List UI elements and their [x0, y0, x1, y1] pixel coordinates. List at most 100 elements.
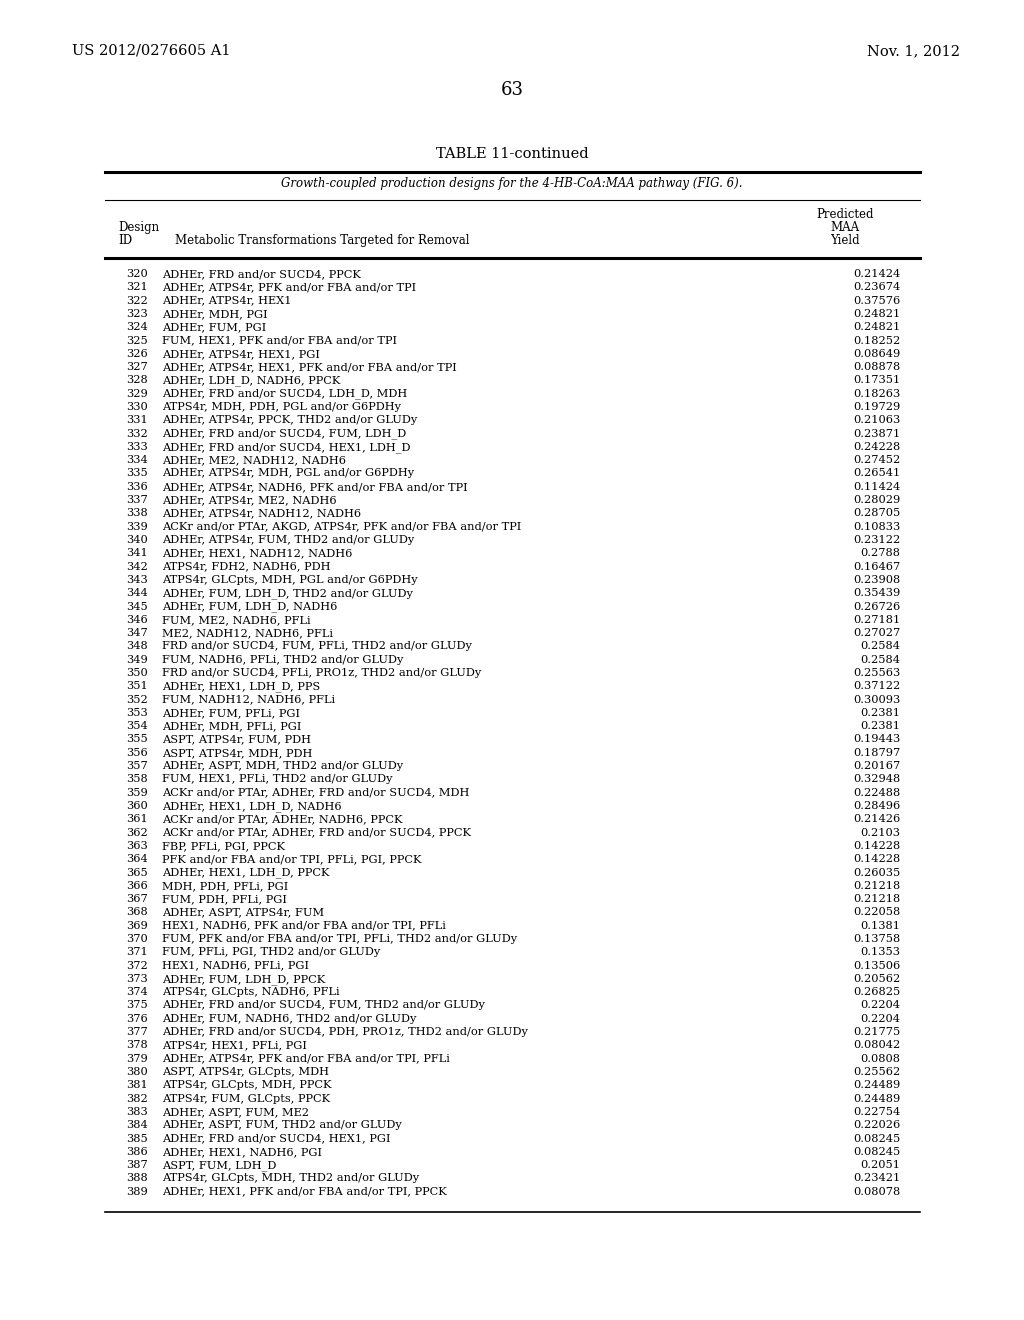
Text: 0.19729: 0.19729 — [853, 403, 900, 412]
Text: 340: 340 — [126, 535, 148, 545]
Text: 0.22026: 0.22026 — [853, 1121, 900, 1130]
Text: ADHEr, HEX1, LDH_D, NADH6: ADHEr, HEX1, LDH_D, NADH6 — [162, 801, 342, 812]
Text: ADHEr, FUM, PFLi, PGI: ADHEr, FUM, PFLi, PGI — [162, 708, 300, 718]
Text: 353: 353 — [126, 708, 148, 718]
Text: 0.22754: 0.22754 — [853, 1107, 900, 1117]
Text: 343: 343 — [126, 576, 148, 585]
Text: 0.20167: 0.20167 — [853, 762, 900, 771]
Text: Design: Design — [118, 220, 159, 234]
Text: 335: 335 — [126, 469, 148, 479]
Text: ADHEr, ASPT, ATPS4r, FUM: ADHEr, ASPT, ATPS4r, FUM — [162, 907, 325, 917]
Text: 0.25563: 0.25563 — [853, 668, 900, 678]
Text: 0.2381: 0.2381 — [860, 721, 900, 731]
Text: 358: 358 — [126, 775, 148, 784]
Text: 359: 359 — [126, 788, 148, 797]
Text: 324: 324 — [126, 322, 148, 333]
Text: 0.08042: 0.08042 — [853, 1040, 900, 1051]
Text: 0.23122: 0.23122 — [853, 535, 900, 545]
Text: FUM, NADH6, PFLi, THD2 and/or GLUDy: FUM, NADH6, PFLi, THD2 and/or GLUDy — [162, 655, 403, 665]
Text: 0.22488: 0.22488 — [853, 788, 900, 797]
Text: 320: 320 — [126, 269, 148, 279]
Text: 369: 369 — [126, 921, 148, 931]
Text: ADHEr, HEX1, NADH12, NADH6: ADHEr, HEX1, NADH12, NADH6 — [162, 548, 352, 558]
Text: 0.25562: 0.25562 — [853, 1067, 900, 1077]
Text: Growth-coupled production designs for the 4-HB-CoA:MAA pathway (FIG. 6).: Growth-coupled production designs for th… — [282, 177, 742, 190]
Text: 383: 383 — [126, 1107, 148, 1117]
Text: 345: 345 — [126, 602, 148, 611]
Text: 331: 331 — [126, 416, 148, 425]
Text: ADHEr, FRD and/or SUCD4, PPCK: ADHEr, FRD and/or SUCD4, PPCK — [162, 269, 360, 279]
Text: ADHEr, FUM, LDH_D, NADH6: ADHEr, FUM, LDH_D, NADH6 — [162, 602, 337, 612]
Text: 0.2788: 0.2788 — [860, 548, 900, 558]
Text: 0.08245: 0.08245 — [853, 1147, 900, 1156]
Text: PFK and/or FBA and/or TPI, PFLi, PGI, PPCK: PFK and/or FBA and/or TPI, PFLi, PGI, PP… — [162, 854, 422, 865]
Text: 0.28029: 0.28029 — [853, 495, 900, 506]
Text: 354: 354 — [126, 721, 148, 731]
Text: 0.08245: 0.08245 — [853, 1134, 900, 1143]
Text: 0.2204: 0.2204 — [860, 1001, 900, 1011]
Text: Nov. 1, 2012: Nov. 1, 2012 — [867, 44, 961, 58]
Text: FBP, PFLi, PGI, PPCK: FBP, PFLi, PGI, PPCK — [162, 841, 285, 851]
Text: FUM, NADH12, NADH6, PFLi: FUM, NADH12, NADH6, PFLi — [162, 694, 335, 705]
Text: 370: 370 — [126, 935, 148, 944]
Text: 0.26541: 0.26541 — [853, 469, 900, 479]
Text: 378: 378 — [126, 1040, 148, 1051]
Text: HEX1, NADH6, PFK and/or FBA and/or TPI, PFLi: HEX1, NADH6, PFK and/or FBA and/or TPI, … — [162, 921, 445, 931]
Text: 0.26035: 0.26035 — [853, 867, 900, 878]
Text: 334: 334 — [126, 455, 148, 465]
Text: 0.0808: 0.0808 — [860, 1053, 900, 1064]
Text: ADHEr, FRD and/or SUCD4, HEX1, PGI: ADHEr, FRD and/or SUCD4, HEX1, PGI — [162, 1134, 390, 1143]
Text: 363: 363 — [126, 841, 148, 851]
Text: ADHEr, ATPS4r, PFK and/or FBA and/or TPI, PFLi: ADHEr, ATPS4r, PFK and/or FBA and/or TPI… — [162, 1053, 450, 1064]
Text: 364: 364 — [126, 854, 148, 865]
Text: ATPS4r, GLCpts, NADH6, PFLi: ATPS4r, GLCpts, NADH6, PFLi — [162, 987, 340, 997]
Text: FUM, PDH, PFLi, PGI: FUM, PDH, PFLi, PGI — [162, 894, 287, 904]
Text: 356: 356 — [126, 748, 148, 758]
Text: 0.17351: 0.17351 — [853, 375, 900, 385]
Text: 0.26726: 0.26726 — [853, 602, 900, 611]
Text: ME2, NADH12, NADH6, PFLi: ME2, NADH12, NADH6, PFLi — [162, 628, 333, 638]
Text: 368: 368 — [126, 907, 148, 917]
Text: ADHEr, ATPS4r, ME2, NADH6: ADHEr, ATPS4r, ME2, NADH6 — [162, 495, 337, 506]
Text: 352: 352 — [126, 694, 148, 705]
Text: 321: 321 — [126, 282, 148, 292]
Text: 372: 372 — [126, 961, 148, 970]
Text: 0.24821: 0.24821 — [853, 309, 900, 319]
Text: 341: 341 — [126, 548, 148, 558]
Text: 0.2204: 0.2204 — [860, 1014, 900, 1024]
Text: FUM, PFK and/or FBA and/or TPI, PFLi, THD2 and/or GLUDy: FUM, PFK and/or FBA and/or TPI, PFLi, TH… — [162, 935, 517, 944]
Text: 0.1381: 0.1381 — [860, 921, 900, 931]
Text: 337: 337 — [126, 495, 148, 506]
Text: FUM, ME2, NADH6, PFLi: FUM, ME2, NADH6, PFLi — [162, 615, 310, 624]
Text: ADHEr, ATPS4r, HEX1, PFK and/or FBA and/or TPI: ADHEr, ATPS4r, HEX1, PFK and/or FBA and/… — [162, 362, 457, 372]
Text: ACKr and/or PTAr, ADHEr, FRD and/or SUCD4, MDH: ACKr and/or PTAr, ADHEr, FRD and/or SUCD… — [162, 788, 469, 797]
Text: 322: 322 — [126, 296, 148, 306]
Text: ADHEr, LDH_D, NADH6, PPCK: ADHEr, LDH_D, NADH6, PPCK — [162, 375, 340, 387]
Text: 0.32948: 0.32948 — [853, 775, 900, 784]
Text: 339: 339 — [126, 521, 148, 532]
Text: MDH, PDH, PFLi, PGI: MDH, PDH, PFLi, PGI — [162, 880, 288, 891]
Text: 371: 371 — [126, 948, 148, 957]
Text: 367: 367 — [126, 894, 148, 904]
Text: 0.2381: 0.2381 — [860, 708, 900, 718]
Text: 387: 387 — [126, 1160, 148, 1170]
Text: 0.18797: 0.18797 — [853, 748, 900, 758]
Text: 0.24489: 0.24489 — [853, 1080, 900, 1090]
Text: ADHEr, FUM, PGI: ADHEr, FUM, PGI — [162, 322, 266, 333]
Text: 0.2051: 0.2051 — [860, 1160, 900, 1170]
Text: US 2012/0276605 A1: US 2012/0276605 A1 — [72, 44, 230, 58]
Text: 379: 379 — [126, 1053, 148, 1064]
Text: 0.14228: 0.14228 — [853, 854, 900, 865]
Text: 0.2103: 0.2103 — [860, 828, 900, 838]
Text: 0.23421: 0.23421 — [853, 1173, 900, 1184]
Text: 0.24228: 0.24228 — [853, 442, 900, 451]
Text: 323: 323 — [126, 309, 148, 319]
Text: ADHEr, HEX1, NADH6, PGI: ADHEr, HEX1, NADH6, PGI — [162, 1147, 322, 1156]
Text: FUM, HEX1, PFK and/or FBA and/or TPI: FUM, HEX1, PFK and/or FBA and/or TPI — [162, 335, 397, 346]
Text: 336: 336 — [126, 482, 148, 492]
Text: Yield: Yield — [830, 234, 860, 247]
Text: FRD and/or SUCD4, FUM, PFLi, THD2 and/or GLUDy: FRD and/or SUCD4, FUM, PFLi, THD2 and/or… — [162, 642, 472, 651]
Text: 326: 326 — [126, 348, 148, 359]
Text: HEX1, NADH6, PFLi, PGI: HEX1, NADH6, PFLi, PGI — [162, 961, 309, 970]
Text: 0.13506: 0.13506 — [853, 961, 900, 970]
